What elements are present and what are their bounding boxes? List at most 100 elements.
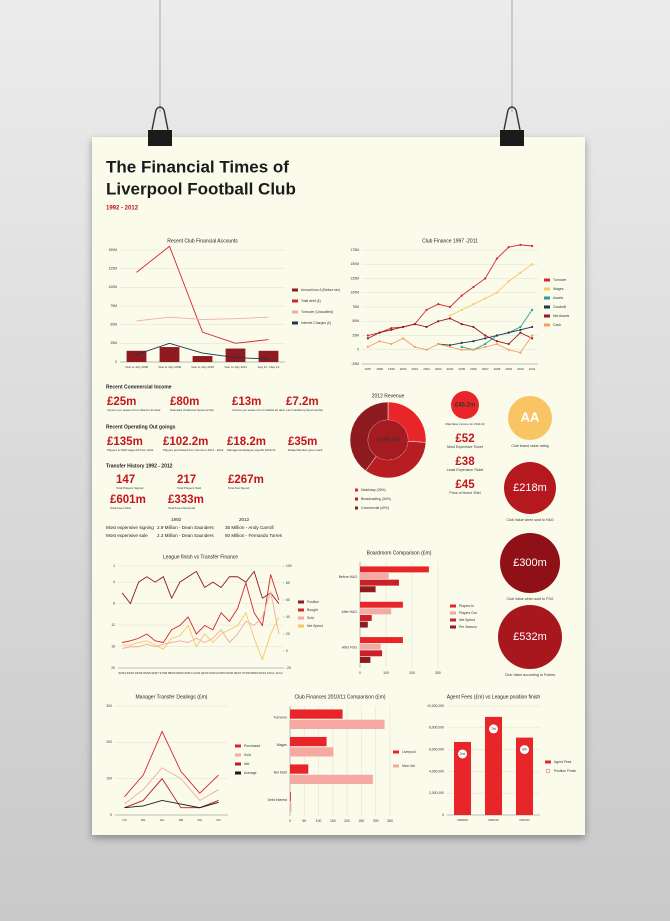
x-tick-label: 100 <box>383 671 389 675</box>
value-label: Club Value when sold to FSG <box>507 597 554 601</box>
value-circle <box>504 462 556 514</box>
y2-tick-label: 60 <box>286 598 290 602</box>
y2-tick-label: 80 <box>286 581 290 585</box>
fact-label: Price of Home Shirt <box>449 491 480 495</box>
legend-label: Turnover <box>553 278 567 282</box>
x-tick-label: 2009 <box>505 367 512 371</box>
legend-swatch <box>292 288 298 292</box>
y-tick-label: 50M <box>110 323 117 327</box>
value-label: Club brand value rating <box>511 444 548 448</box>
y-tick-label: 75M <box>352 305 359 309</box>
table-cell: Most expensive sale <box>106 533 148 538</box>
y-tick-label: 16 <box>111 644 115 648</box>
x-tick-label: 2009/10 <box>488 818 499 822</box>
y-tick-label: 10,000,000 <box>427 704 444 708</box>
x-tick-label: 08/09 <box>250 671 258 675</box>
bar <box>360 650 383 657</box>
y-tick-label: 2,000,000 <box>429 791 444 795</box>
legend-swatch <box>544 323 550 327</box>
x-tick-label: 00/01 <box>184 671 192 675</box>
x-tick-label: 01/02 <box>193 671 201 675</box>
y-tick-label: 75M <box>110 304 117 308</box>
x-tick-label: Year to July 2010 <box>191 365 214 369</box>
x-tick-label: 2010/11 <box>519 818 530 822</box>
value-text: £300m <box>513 557 547 569</box>
line-marker <box>472 303 475 306</box>
stat-value: £7.2m <box>286 396 319 408</box>
stat-label: Income per season from Warrior kit deal <box>107 408 161 412</box>
bar <box>290 764 309 774</box>
line-marker <box>507 348 510 351</box>
line-series <box>124 767 219 805</box>
stat-label: Total Fees Received <box>168 506 196 510</box>
x-tick-label: 07/08 <box>242 671 250 675</box>
legend-label: Net Spend <box>459 618 475 622</box>
line-marker <box>390 342 393 346</box>
category-label: Turnover <box>274 716 288 720</box>
bar <box>484 716 503 815</box>
line-marker <box>484 337 487 340</box>
stat-label: Total Net Spend <box>228 486 250 490</box>
legend-label: Liverpool <box>402 750 416 754</box>
line-marker <box>472 340 475 343</box>
category-label: After FSG <box>342 646 357 650</box>
x-tick-label: 1997 <box>365 367 372 371</box>
y-tick-label: 0 <box>442 813 444 817</box>
line-marker <box>437 320 440 323</box>
legend-label: Wages <box>553 287 564 291</box>
x-tick-label: 2005 <box>458 367 465 371</box>
line-marker <box>448 305 452 309</box>
y-tick-label: 1 <box>113 564 115 568</box>
line-series <box>136 342 269 360</box>
value-text: AA <box>521 409 540 424</box>
line-marker <box>531 337 534 340</box>
y-tick-label: 100M <box>351 291 360 295</box>
x-tick-label: Year to July 2008 <box>125 365 148 369</box>
table-cell: Most expensive signing <box>106 525 154 530</box>
x-tick-label: 2008/09 <box>457 818 468 822</box>
fact-label: Matchday income for 2011/12 <box>445 422 485 426</box>
line-marker <box>484 342 487 346</box>
line-marker <box>519 271 522 274</box>
y-tick-label: 150M <box>109 248 118 252</box>
bar <box>360 573 389 580</box>
line-marker <box>378 340 381 343</box>
legend-swatch <box>450 604 456 608</box>
bar <box>360 579 399 586</box>
bar <box>360 586 376 593</box>
x-tick-label: 10/11 <box>267 671 275 675</box>
bar <box>360 615 372 621</box>
table-cell: 2.3 Million - Dean Saunders <box>157 533 214 538</box>
stat-value: £102.2m <box>163 436 208 448</box>
x-tick-label: 2011 <box>529 367 536 371</box>
value-label: Club Value when sold to H&G <box>506 518 553 522</box>
x-tick-label: 2002 <box>423 367 430 371</box>
bar <box>360 643 381 650</box>
line-marker <box>484 297 487 300</box>
legend-label: Matchday (26%) <box>361 488 386 492</box>
line-marker <box>484 334 487 337</box>
legend-label: Net <box>244 762 249 766</box>
position-badge <box>520 745 529 755</box>
line-marker <box>507 280 510 283</box>
bar <box>360 601 403 608</box>
x-tick-label: 2000 <box>400 367 407 371</box>
line-series <box>122 611 280 661</box>
line-marker <box>460 294 463 297</box>
legend-label: Per Season <box>459 625 477 629</box>
legend-swatch <box>393 750 399 754</box>
x-tick-label: GH <box>160 818 165 822</box>
stat-value: £601m <box>110 494 146 506</box>
x-tick-label: 93/94 <box>127 671 135 675</box>
x-tick-label: 2001 <box>411 367 418 371</box>
x-tick-label: 05/06 <box>226 671 234 675</box>
line-marker <box>413 345 416 348</box>
x-tick-label: 300 <box>373 819 379 823</box>
stat-value: £267m <box>228 474 264 486</box>
stat-value: 147 <box>116 474 135 486</box>
category-label: Debt Interest <box>268 798 287 802</box>
legend-label: Annual loss £ (Before tax) <box>301 288 340 292</box>
bar <box>360 608 392 615</box>
bar <box>225 348 246 362</box>
legend-label: Players In <box>459 604 474 608</box>
